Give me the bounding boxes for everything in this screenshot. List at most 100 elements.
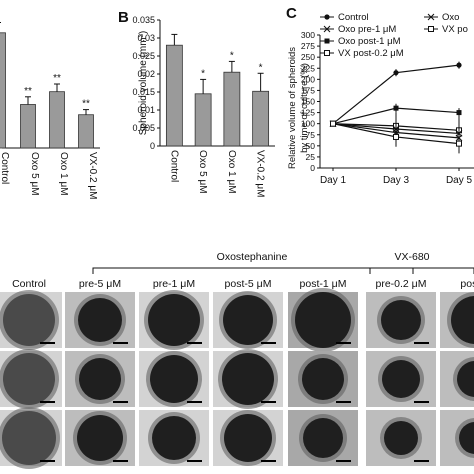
panel-a-significance: ** <box>53 73 61 84</box>
panel-a-bar <box>0 32 6 149</box>
panel-c-marker <box>456 110 462 116</box>
micrograph-column-label: pre-5 μM <box>79 278 121 290</box>
micrograph-grid: Oxostephanine VX-680 Control pre-5 μM pre-… <box>0 251 474 469</box>
scale-bar <box>113 401 128 403</box>
scale-bar <box>187 342 202 344</box>
spheroid-core <box>152 416 196 460</box>
panel-c-legend-entry: VX po <box>442 24 468 35</box>
panel-b-ylabel: Spheroid volume (mm³) <box>138 31 149 135</box>
spheroid-core <box>303 418 343 458</box>
spheroid-core <box>295 292 351 348</box>
panel-c-marker <box>393 133 399 140</box>
panel-a-significance: ** <box>24 86 32 97</box>
panel-c-y-tick-label: 200 <box>301 74 315 84</box>
panel-c-marker <box>455 130 463 137</box>
scale-bar <box>261 401 276 403</box>
panel-c-marker <box>330 120 336 127</box>
vx680-bracket <box>369 267 474 274</box>
panel-a-tick-label: Oxo 5 μM <box>29 152 40 196</box>
panel-c-y-tick-label: 250 <box>301 52 315 62</box>
panel-b-bar <box>194 93 212 147</box>
scale-bar <box>113 460 128 462</box>
panel-b-letter: B <box>118 9 129 26</box>
micrograph-column-label: post-1 μM <box>300 278 347 290</box>
scale-bar <box>336 342 351 344</box>
spheroid-core <box>451 296 474 344</box>
panel-c-y-tick-label: 175 <box>301 85 315 95</box>
micrograph-column-label: post-5 μM <box>225 278 272 290</box>
spheroid-core <box>3 353 55 405</box>
panel-c-y-tick-label: 0 <box>310 163 315 173</box>
oxostephanine-bracket <box>92 267 414 274</box>
panel-c-marker <box>324 38 330 44</box>
panel-b-y-tick-label: 0.01 <box>137 105 155 115</box>
panel-c-y-tick-label: 25 <box>306 152 316 162</box>
panel-b-y-tick-label: 0.035 <box>132 15 155 25</box>
spheroid-core <box>77 415 123 461</box>
panel-c-y-tick-label: 50 <box>306 141 316 151</box>
panel-a-bar <box>49 91 65 149</box>
panel-a-tick-label: VX-0.2 μM <box>87 152 98 199</box>
panel-c-y-tick-label: 300 <box>301 30 315 40</box>
panel-b-y-tick-label: 0 <box>150 141 155 151</box>
panel-c-y-tick-label: 225 <box>301 63 315 73</box>
scale-bar <box>336 401 351 403</box>
panel-a-tick-label: Oxo 1 μM <box>58 152 69 196</box>
spheroid-core <box>150 355 198 403</box>
panel-c-legend-entry: VX post-0.2 μM <box>338 48 404 59</box>
panel-b-bar-chart: B Spheroid volume (mm³) 0 0.005 0.01 0.015 0… <box>118 9 275 197</box>
spheroid-core <box>459 422 474 454</box>
vx680-group-label: VX-680 <box>394 251 429 263</box>
micrograph-column-label: pre-1 μM <box>153 278 195 290</box>
spheroid-core <box>381 300 421 340</box>
panel-b-bar <box>165 44 183 147</box>
spheroid-core <box>79 358 121 400</box>
panel-b-y-tick-label: 0.03 <box>137 33 155 43</box>
spheroid-core <box>457 361 474 397</box>
panel-a-bar <box>78 114 94 149</box>
panel-c-x-tick-label: Day 5 <box>446 175 473 186</box>
panel-c-y-tick-label: 75 <box>306 130 316 140</box>
scale-bar <box>336 460 351 462</box>
panel-b-bar <box>252 90 270 147</box>
panel-c-y-tick-label: 100 <box>301 119 315 129</box>
scale-bar <box>187 401 202 403</box>
spheroid-core <box>2 411 56 465</box>
panel-c-marker <box>428 26 434 32</box>
spheroid-core <box>302 358 344 400</box>
scale-bar <box>414 401 429 403</box>
panel-c-y-tick-label: 125 <box>301 108 315 118</box>
panel-b-y-tick-label: 0.005 <box>132 123 155 133</box>
panel-a-bar <box>20 104 36 149</box>
panel-c-legend-entry: Oxo <box>442 12 459 23</box>
panel-b-bar <box>223 71 241 147</box>
panel-b-significance: * <box>201 68 205 79</box>
panel-b-y-tick-label: 0.015 <box>132 87 155 97</box>
panel-b-tick-label: Oxo 5 μM <box>197 150 208 194</box>
panel-c-legend-entry: Oxo post-1 μM <box>338 36 401 47</box>
panel-c-letter: C <box>286 5 297 22</box>
micrograph-column-label: post-0 <box>460 278 474 290</box>
scale-bar <box>414 460 429 462</box>
spheroid-core <box>384 421 418 455</box>
panel-b-significance: * <box>230 50 234 61</box>
panel-c-marker <box>393 105 399 111</box>
panel-b-y-tick-label: 0.02 <box>137 69 155 79</box>
panel-c-line-chart: C Relative volume of spheroids by time o… <box>286 5 474 186</box>
panel-b-y-tick-label: 0.025 <box>132 51 155 61</box>
spheroid-core <box>78 298 122 342</box>
spheroid-core <box>222 353 274 405</box>
panel-c-marker <box>427 13 435 21</box>
micrograph-column-label: Control <box>12 278 46 290</box>
panel-b-tick-label: Control <box>168 150 179 182</box>
panel-c-marker <box>393 70 399 76</box>
scale-bar <box>40 401 55 403</box>
panel-a-bar-chart: Control ** Oxo 5 μM ** Oxo 1 μM ** VX-0.2 μM <box>0 22 100 199</box>
spheroid-core <box>3 294 55 346</box>
spheroid-core <box>382 360 420 398</box>
panel-c-marker <box>456 140 462 147</box>
spheroid-core <box>148 294 200 346</box>
panel-b-tick-label: VX-0.2 μM <box>255 150 266 197</box>
panel-c-marker <box>456 62 462 68</box>
panel-c-marker <box>324 50 330 56</box>
